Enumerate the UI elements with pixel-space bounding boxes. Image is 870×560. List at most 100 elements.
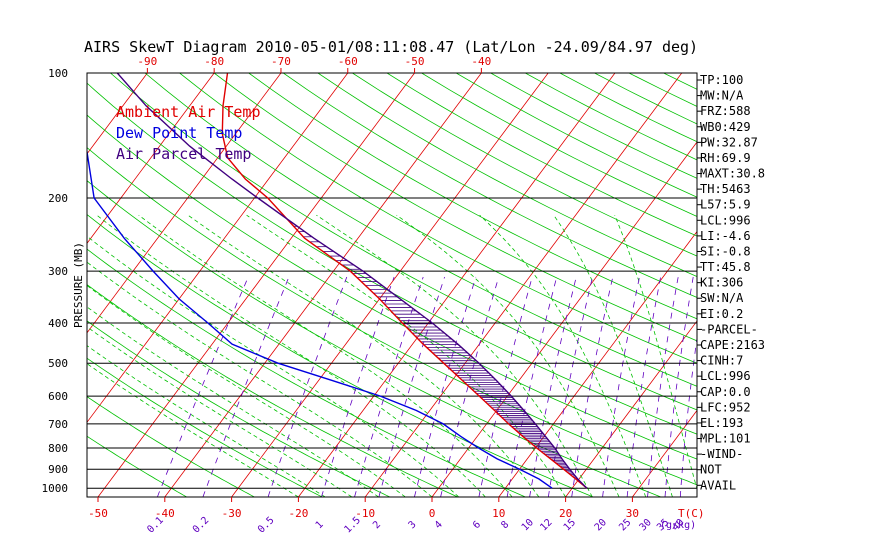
pressure-tick-label: 100 <box>48 67 68 80</box>
index-value: CINH:7 <box>700 354 743 368</box>
isotherm-line <box>87 73 349 423</box>
index-value: -PARCEL- <box>700 322 758 336</box>
moist-adiabat-line <box>316 214 593 497</box>
dry-adiabat-line <box>421 73 697 217</box>
index-value: CAP:0.0 <box>700 385 751 399</box>
mixing-ratio-label: 0.5 <box>256 515 277 536</box>
dry-adiabat-line <box>87 396 255 497</box>
isotherm-line <box>766 73 870 497</box>
top-temp-tick-label: -40 <box>471 55 491 68</box>
pressure-tick-label: 500 <box>48 357 68 370</box>
moist-adiabat-line <box>138 214 513 497</box>
dry-adiabat-line <box>87 320 391 497</box>
index-value: SW:N/A <box>700 291 744 305</box>
index-value: NOT <box>700 463 722 477</box>
moist-adiabat-line <box>187 214 540 497</box>
legend-entry: Ambient Air Temp <box>116 103 261 121</box>
dry-adiabat-line <box>87 214 594 497</box>
moist-adiabat-line <box>87 284 406 497</box>
isotherm-line <box>498 230 697 497</box>
dry-adiabat-line <box>144 73 697 387</box>
temp-unit-label: T(C) <box>678 507 705 520</box>
isotherm-line <box>632 409 697 497</box>
pressure-tick-label: 600 <box>48 390 68 403</box>
index-value: MAXT:30.8 <box>700 167 765 181</box>
index-value: TH:5463 <box>700 182 751 196</box>
mixing-ratio-label: 1 <box>314 519 326 531</box>
isotherm-line <box>0 73 81 497</box>
index-value: TP:100 <box>700 73 743 87</box>
pressure-tick-label: 700 <box>48 418 68 431</box>
index-value: MW:N/A <box>700 89 744 103</box>
mixing-ratio-line <box>202 276 290 497</box>
moist-adiabat-line <box>479 214 647 497</box>
index-value: SI:-0.8 <box>700 244 751 258</box>
isotherm-line <box>164 73 482 497</box>
dry-adiabat-line <box>767 73 870 497</box>
moist-adiabat-line <box>87 363 299 497</box>
dry-adiabat-line <box>110 73 697 411</box>
bottom-temp-tick-label: 10 <box>492 507 505 520</box>
index-value: CAPE:2163 <box>700 338 765 352</box>
dry-adiabat-line <box>87 435 187 497</box>
top-temp-tick-label: -60 <box>338 55 358 68</box>
mixing-ratio-line <box>354 276 424 497</box>
isotherm-line <box>833 73 870 497</box>
dry-adiabat-line <box>87 248 526 497</box>
series-line-air-parcel-temp <box>116 73 588 489</box>
mixing-ratio-label: 4 <box>433 519 445 531</box>
isotherm-line <box>87 73 148 155</box>
dry-adiabat-line <box>87 147 697 486</box>
top-temp-tick-label: -90 <box>137 55 157 68</box>
index-value: LCL:996 <box>700 213 751 227</box>
mixing-ratio-label: 6 <box>471 519 483 531</box>
pressure-tick-label: 300 <box>48 265 68 278</box>
isotherm-line <box>97 73 415 497</box>
bottom-temp-tick-label: -10 <box>355 507 375 520</box>
top-temp-tick-label: -80 <box>204 55 224 68</box>
isotherm-line <box>87 73 282 334</box>
moist-adiabat-line <box>87 235 459 497</box>
mixing-ratio-label: 3 <box>407 519 419 531</box>
dry-adiabat-line <box>317 73 697 277</box>
mixing-ratio-label: 0.2 <box>191 515 212 536</box>
dry-adiabat-line <box>386 73 697 237</box>
pressure-tick-label: 1000 <box>42 482 69 495</box>
index-value: RH:69.9 <box>700 151 751 165</box>
legend-entry: Dew Point Temp <box>116 124 242 142</box>
mixing-ratio-line <box>602 276 640 497</box>
bottom-temp-tick-label: -30 <box>222 507 242 520</box>
mixing-ratio-line <box>664 276 694 497</box>
dry-adiabat-line <box>213 73 697 342</box>
isotherm-line <box>87 73 215 244</box>
index-value: MPL:101 <box>700 432 751 446</box>
isotherm-line <box>298 73 616 497</box>
pressure-tick-label: 800 <box>48 442 68 455</box>
mixing-ratio-line <box>647 276 679 497</box>
legend-entry: Air Parcel Temp <box>116 145 251 163</box>
mixing-ratio-line <box>529 276 577 497</box>
index-value: FRZ:588 <box>700 104 751 118</box>
moist-adiabat-line <box>87 306 379 497</box>
dry-adiabat-line <box>87 82 697 435</box>
mixing-ratio-label: 8 <box>499 519 511 531</box>
mixing-ratio-label: 30 <box>638 517 654 533</box>
top-temp-tick-label: -70 <box>271 55 291 68</box>
index-value: LCL:996 <box>700 369 751 383</box>
dry-adiabat-line <box>87 357 323 497</box>
bottom-temp-tick-label: -50 <box>88 507 108 520</box>
pressure-tick-label: 900 <box>48 463 68 476</box>
index-value: LI:-4.6 <box>700 229 751 243</box>
index-value: EI:0.2 <box>700 307 743 321</box>
dry-adiabat-line <box>283 73 697 298</box>
mixing-ratio-line <box>157 276 249 497</box>
dry-adiabat-line <box>87 180 662 497</box>
isotherm-line <box>0 73 14 497</box>
dry-adiabat-line <box>525 73 697 161</box>
mixing-ratio-label: 10 <box>520 517 536 533</box>
moist-adiabat-line <box>87 326 353 497</box>
bottom-temp-tick-label: 20 <box>559 507 572 520</box>
isotherm-line <box>231 73 549 497</box>
series-line-dew-point-temp <box>87 147 553 489</box>
bottom-temp-tick-label: -40 <box>155 507 175 520</box>
